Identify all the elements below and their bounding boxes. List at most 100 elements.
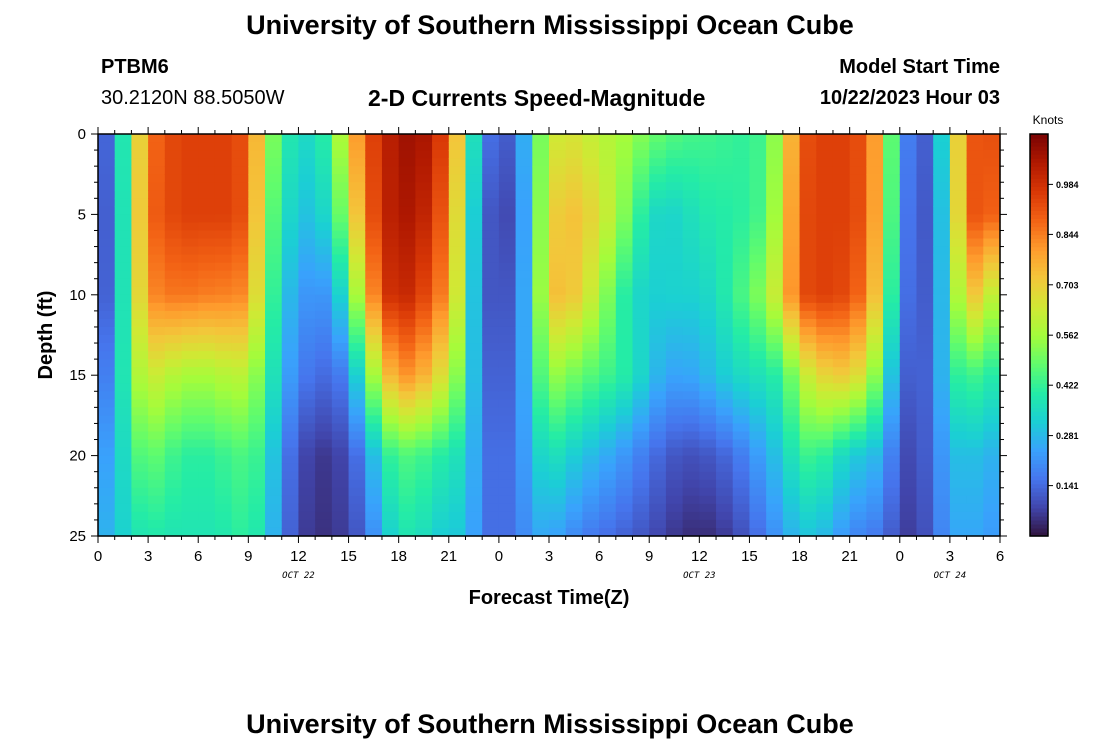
heatmap-cell [582, 479, 600, 489]
heatmap-cell [281, 166, 300, 175]
heatmap-cell [348, 527, 366, 537]
heatmap-cell [565, 262, 583, 272]
heatmap-cell [749, 230, 767, 240]
heatmap-cell [148, 214, 166, 224]
heatmap-cell [782, 286, 801, 296]
heatmap-cell [398, 407, 416, 416]
date-label: OCT 23 [683, 571, 716, 581]
heatmap-cell [682, 463, 700, 473]
heatmap-cell [816, 511, 834, 521]
heatmap-cell [131, 479, 149, 489]
heatmap-cell [432, 174, 450, 183]
heatmap-cell [649, 359, 667, 368]
heatmap-cell [665, 407, 684, 416]
heatmap-cell [599, 511, 617, 521]
heatmap-cell [582, 487, 600, 497]
heatmap-cell [699, 190, 717, 199]
heatmap-cell [582, 302, 600, 312]
heatmap-cell [198, 407, 216, 416]
heatmap-cell [148, 511, 166, 521]
heatmap-cell [849, 158, 867, 167]
heatmap-cell [281, 286, 300, 296]
heatmap-cell [632, 391, 650, 400]
heatmap-cell [98, 270, 116, 280]
heatmap-cell [816, 527, 834, 537]
heatmap-cell [766, 246, 784, 256]
heatmap-cell [899, 270, 918, 280]
heatmap-cell [632, 519, 650, 529]
heatmap-cell [498, 206, 517, 215]
heatmap-cell [448, 182, 467, 191]
heatmap-cell [365, 375, 383, 384]
colorbar-step [1030, 339, 1048, 344]
heatmap-cell [916, 511, 934, 521]
heatmap-cell [398, 503, 416, 513]
heatmap-cell [849, 326, 867, 336]
heatmap-cell [415, 238, 433, 248]
heatmap-cell [883, 407, 901, 416]
heatmap-cell [465, 230, 483, 240]
heatmap-cell [916, 487, 934, 497]
x-tick-label: 9 [645, 548, 653, 565]
heatmap-cell [749, 270, 767, 280]
heatmap-cell [866, 326, 884, 336]
heatmap-cell [415, 190, 433, 199]
heatmap-cell [365, 214, 383, 224]
heatmap-cell [181, 142, 199, 151]
heatmap-cell [565, 222, 583, 232]
heatmap-cell [966, 142, 984, 151]
heatmap-cell [532, 270, 550, 280]
heatmap-cell [849, 142, 867, 151]
heatmap-cell [164, 367, 183, 376]
heatmap-cell [214, 391, 233, 400]
heatmap-cell [849, 310, 867, 320]
heatmap-cell [749, 294, 767, 304]
heatmap-cell [432, 391, 450, 400]
heatmap-cell [883, 270, 901, 280]
heatmap-cell [699, 431, 717, 441]
heatmap-cell [298, 182, 316, 191]
heatmap-cell [148, 447, 166, 457]
heatmap-cell [181, 423, 199, 433]
heatmap-cell [699, 367, 717, 376]
model-start-time: 10/22/2023 Hour 03 [819, 87, 1000, 109]
heatmap-cell [849, 343, 867, 352]
heatmap-cell [265, 206, 283, 215]
heatmap-cell [248, 166, 266, 175]
heatmap-cell [164, 142, 183, 151]
heatmap-cell [281, 150, 300, 159]
heatmap-cell [415, 527, 433, 537]
heatmap-cell [899, 455, 918, 465]
heatmap-cell [866, 455, 884, 465]
heatmap-cell [899, 335, 918, 344]
heatmap-cell [916, 423, 934, 433]
heatmap-cell [114, 318, 132, 328]
heatmap-cell [98, 310, 116, 320]
heatmap-cell [716, 254, 734, 264]
heatmap-cell [883, 415, 901, 425]
heatmap-cell [883, 182, 901, 191]
heatmap-cell [565, 198, 583, 207]
heatmap-cell [381, 383, 400, 392]
heatmap-cell [549, 262, 567, 272]
heatmap-cell [916, 230, 934, 240]
colorbar-step [1030, 371, 1048, 376]
heatmap-cell [549, 134, 567, 143]
heatmap-cell [164, 302, 183, 312]
heatmap-cell [281, 383, 300, 392]
heatmap-cell [465, 471, 483, 481]
heatmap-cell [816, 471, 834, 481]
heatmap-cell [665, 246, 684, 256]
heatmap-cell [916, 158, 934, 167]
heatmap-cell [866, 359, 884, 368]
heatmap-cell [231, 326, 249, 336]
heatmap-cell [615, 134, 634, 143]
heatmap-cell [665, 174, 684, 183]
heatmap-cell [749, 383, 767, 392]
heatmap-cell [883, 447, 901, 457]
heatmap-cell [398, 318, 416, 328]
heatmap-cell [114, 158, 132, 167]
heatmap-cell [315, 391, 333, 400]
heatmap-cell [682, 367, 700, 376]
heatmap-cell [482, 479, 500, 489]
